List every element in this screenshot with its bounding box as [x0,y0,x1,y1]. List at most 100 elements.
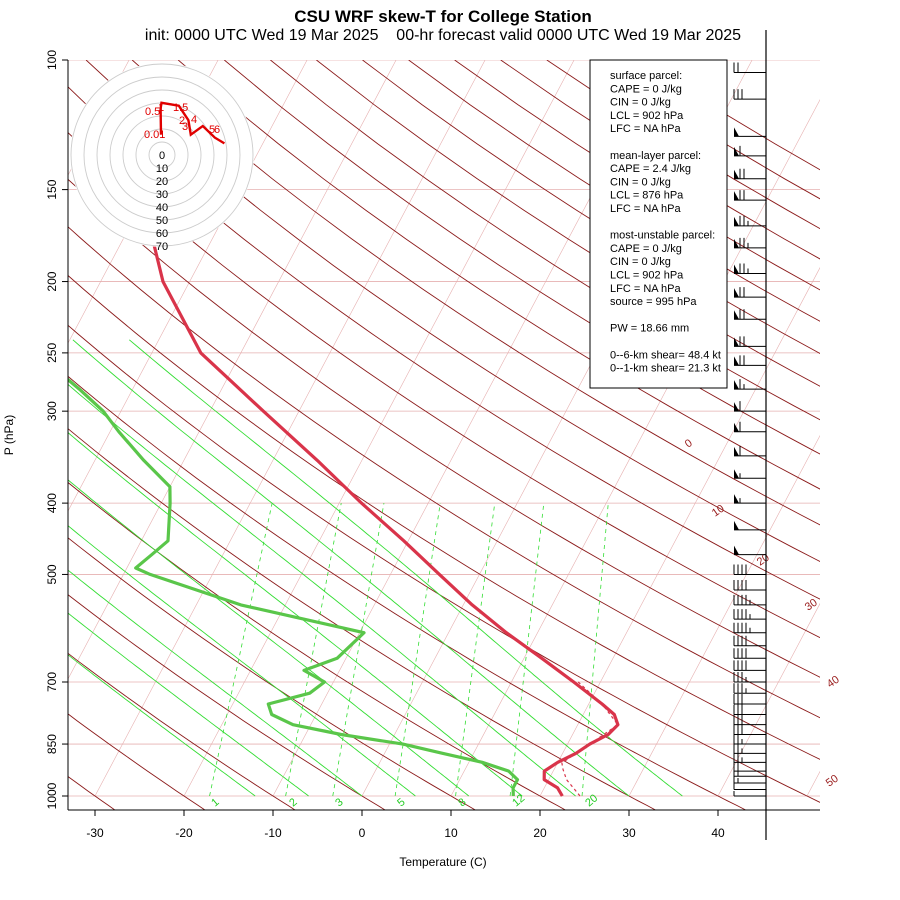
mixing-ratio-label: 3 [333,796,345,809]
x-tick-label: 30 [622,826,636,840]
y-tick-label: 500 [45,564,59,584]
stats-line: CAPE = 0 J/kg [610,83,682,95]
wind-barb [733,714,766,726]
x-tick-label: -20 [175,826,193,840]
x-axis-label: Temperature (C) [399,855,486,869]
moist-adiabat [68,654,256,797]
wind-barb [733,752,766,763]
wind-barb [733,704,766,716]
plot-axes [67,60,820,811]
temperature-profile [132,75,620,797]
stats-line: CIN = 0 J/kg [610,176,671,188]
wind-barb [734,190,766,201]
dry-adiabat [68,713,206,810]
isotherm [450,99,820,797]
stats-line: 0--1-km shear= 21.3 kt [610,363,721,375]
dry-adiabat-label: 10 [710,503,727,520]
moist-adiabat [129,339,683,797]
hodograph-label: 4 [191,114,197,126]
stats-line: LFC = NA hPa [610,123,682,135]
isotherm [94,60,486,797]
hodograph-label: 5 [209,124,215,136]
isotherm [628,434,820,797]
stats-line: LCL = 876 hPa [610,190,684,202]
wind-barb [734,445,766,457]
wind-barb [733,609,766,620]
wind-barb [733,594,766,606]
wind-barb [733,724,766,736]
wind-barb [733,671,766,683]
y-tick-label: 850 [45,734,59,754]
dry-adiabat [68,428,657,810]
x-tick-label: -10 [264,826,282,840]
hodograph-label: 6 [214,124,220,136]
hodograph-label: 0.01 [144,129,165,141]
isotherm [183,60,575,797]
stats-line: CIN = 0 J/kg [610,97,671,109]
hodograph-ring [96,89,228,221]
moist-adiabat [68,479,470,797]
x-tick-label: 10 [444,826,458,840]
wind-barb [734,469,766,479]
dry-adiabat [68,652,296,810]
wind-barb [734,520,766,531]
hodograph-label: 2 [179,115,185,127]
hodograph-label: 0.5 [145,106,160,118]
y-tick-label: 200 [45,271,59,291]
mixing-ratio-label: 8 [456,796,468,809]
mixing-ratio-line [332,503,385,797]
dry-adiabat [68,226,820,719]
x-tick-label: 40 [711,826,725,840]
isotherm [717,602,820,797]
y-axis-label: P (hPa) [2,415,16,455]
sounding-profiles [68,75,620,797]
hodograph-ring [70,63,254,247]
wind-barb [733,694,766,705]
dry-adiabat [85,60,820,563]
wind-barb [733,743,766,754]
wind-barb [734,545,766,556]
dry-adiabat-label: 30 [803,597,820,614]
moist-adiabat [68,432,523,797]
moist-adiabat [68,612,309,797]
dry-adiabat [177,60,820,490]
wind-barb [733,622,766,634]
mixing-ratio-label: 1 [209,796,221,809]
dry-adiabat-label: 50 [824,773,841,790]
isotherm [806,770,820,797]
isotherm [68,60,397,680]
hodograph-ring-label: 30 [156,189,168,201]
chart-title: CSU WRF skew-T for College Station [294,7,592,26]
mixing-ratio-line [394,503,441,797]
dry-adiabat [316,60,820,387]
stats-line: CAPE = 0 J/kg [610,243,682,255]
hodograph-ring-label: 10 [156,163,168,175]
wind-barb [734,263,766,274]
hodograph-ring-label: 40 [156,202,168,214]
y-tick-label: 400 [45,493,59,513]
y-tick-label: 100 [45,50,59,70]
dry-adiabat [131,60,820,526]
wind-barb [734,215,766,227]
dry-adiabat-label: 40 [825,674,842,691]
dry-adiabat-label: 0 [683,437,695,450]
stats-line: surface parcel: [610,70,682,82]
wind-barb [733,683,766,694]
moist-adiabat [68,525,416,797]
hodograph-ring [122,115,202,195]
hodograph-ring-label: 20 [156,176,168,188]
wind-barb [734,237,766,249]
mixing-ratio-line [285,503,342,797]
wind-barb [733,791,766,797]
moist-adiabat [72,339,630,797]
wind-barb [734,355,766,366]
hodograph-ring-label: 0 [159,150,165,162]
stats-line: mean-layer parcel: [610,150,701,162]
wind-barb [734,145,766,157]
wind-barb [733,62,766,74]
hodograph-ring [83,76,241,234]
wind-barb [733,580,766,591]
